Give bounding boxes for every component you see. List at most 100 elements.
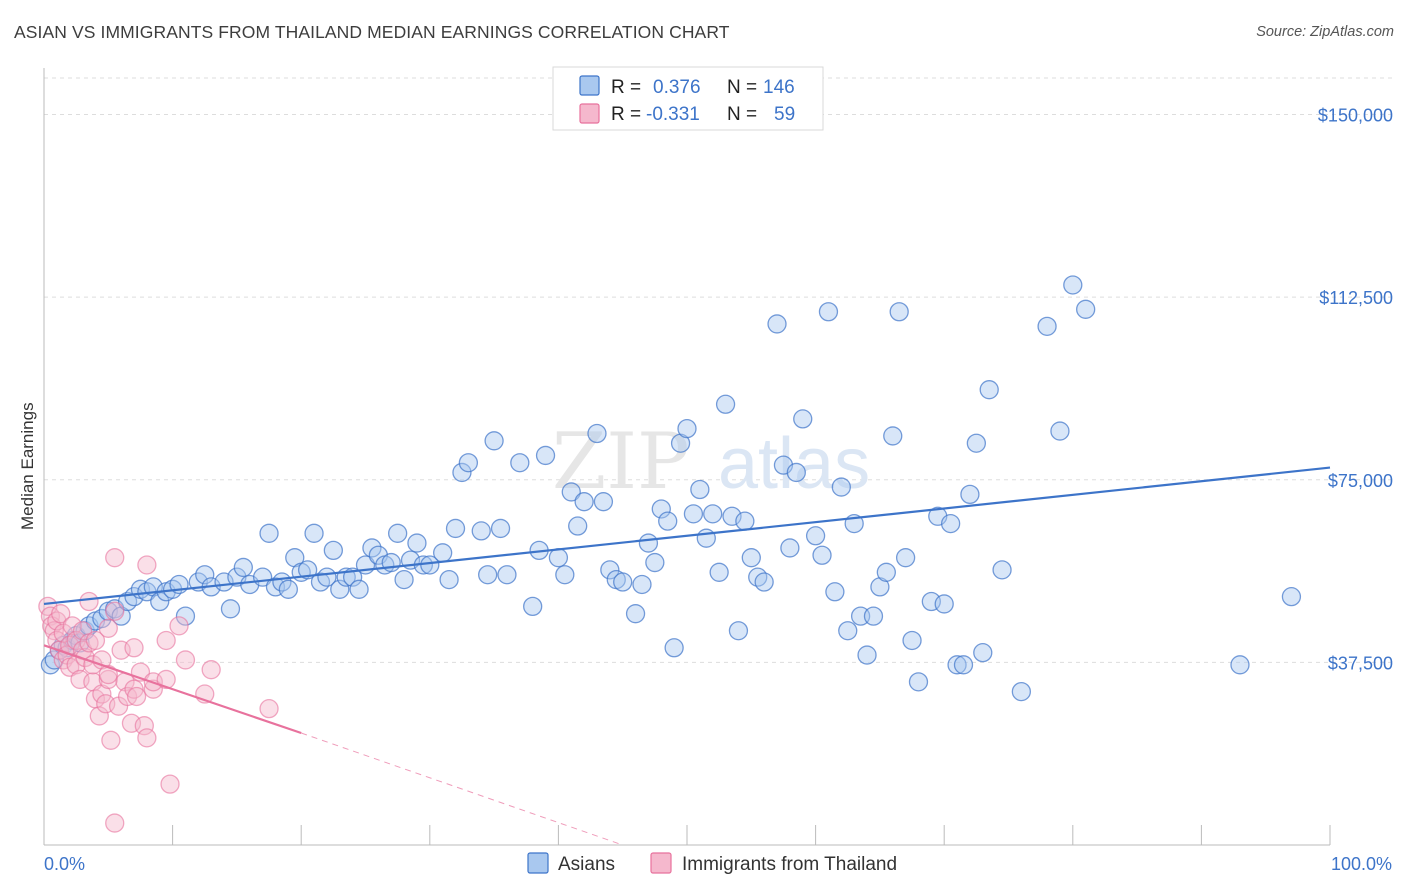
asians-point bbox=[818, 302, 839, 322]
asians-point bbox=[953, 655, 974, 675]
asians-point bbox=[1230, 655, 1250, 675]
legend-r-label-asians: R = bbox=[611, 77, 641, 98]
thailand-point bbox=[201, 660, 221, 680]
asians-point bbox=[767, 314, 787, 334]
thailand-point bbox=[137, 555, 157, 575]
asians-point bbox=[233, 557, 253, 578]
legend-n-label-thailand: N = bbox=[727, 104, 757, 125]
thailand-point bbox=[105, 548, 125, 568]
source-label: Source: ZipAtlas.com bbox=[1256, 24, 1394, 40]
asians-point bbox=[568, 516, 588, 536]
asians-point bbox=[709, 562, 729, 582]
x-tick-max: 100.0% bbox=[1331, 854, 1392, 874]
asians-point bbox=[632, 574, 652, 595]
asians-point bbox=[973, 642, 993, 663]
asians-point bbox=[805, 526, 826, 546]
x-tick-labels: 0.0% 100.0% bbox=[44, 854, 1392, 874]
asians-point bbox=[895, 548, 916, 568]
thailand-point bbox=[124, 679, 144, 699]
asians-point bbox=[593, 492, 614, 512]
asians-point bbox=[934, 594, 954, 614]
y-axis-label: Median Earnings bbox=[18, 402, 37, 530]
thailand-point bbox=[98, 618, 118, 638]
asians-point bbox=[838, 621, 858, 641]
thailand-point bbox=[156, 630, 176, 651]
thailand-trend-line bbox=[43, 644, 302, 735]
thailand-point bbox=[124, 638, 144, 658]
series-legend-asians: Asians bbox=[558, 854, 615, 875]
asians-point bbox=[786, 462, 806, 483]
thailand-point bbox=[98, 669, 118, 690]
asians-point bbox=[1063, 275, 1083, 295]
y-tick-label: $112,500 bbox=[1319, 288, 1393, 308]
asians-point bbox=[195, 565, 215, 585]
asians-point bbox=[979, 380, 999, 400]
asians-point bbox=[696, 528, 716, 548]
asians-point bbox=[587, 423, 607, 444]
series-legend-swatch-asians bbox=[527, 852, 549, 874]
asians-point bbox=[175, 606, 196, 626]
thailand-point bbox=[156, 669, 176, 690]
asians-point bbox=[992, 560, 1012, 580]
asians-point bbox=[741, 548, 761, 568]
asians-point bbox=[220, 599, 241, 619]
asians-point bbox=[574, 492, 594, 512]
asians-point bbox=[510, 453, 530, 473]
y-tick-label: $150,000 bbox=[1318, 106, 1393, 126]
asians-point bbox=[715, 394, 736, 414]
thailand-point bbox=[98, 664, 118, 685]
legend-n-value-thailand: 59 bbox=[774, 104, 795, 125]
asians-point bbox=[330, 579, 350, 599]
asians-point bbox=[1050, 421, 1070, 441]
asians-point bbox=[561, 482, 581, 502]
asians-point bbox=[458, 453, 479, 473]
asians-point bbox=[297, 560, 318, 580]
asians-point bbox=[754, 572, 774, 592]
asians-point bbox=[407, 533, 427, 553]
thailand-point bbox=[72, 621, 93, 641]
asians-point bbox=[490, 518, 511, 539]
asians-point bbox=[883, 426, 903, 446]
asians-point bbox=[349, 579, 369, 599]
asians-point bbox=[1281, 586, 1302, 607]
asians-point bbox=[439, 569, 459, 590]
legend-swatch-asians bbox=[579, 75, 600, 96]
thailand-point bbox=[259, 698, 279, 719]
legend-r-label-thailand: R = bbox=[611, 104, 641, 125]
thailand-point bbox=[62, 616, 82, 636]
thailand-point bbox=[105, 601, 125, 621]
asians-point bbox=[658, 511, 678, 531]
asians-point bbox=[625, 604, 646, 624]
thailand-point bbox=[175, 650, 196, 670]
asians-point bbox=[452, 462, 472, 483]
asians-point bbox=[947, 655, 967, 675]
thailand-point bbox=[160, 774, 180, 794]
asians-point bbox=[387, 523, 408, 543]
series-legend-thailand: Immigrants from Thailand bbox=[682, 854, 897, 875]
asians-point bbox=[555, 565, 575, 585]
asians-point bbox=[908, 672, 929, 692]
thailand-point bbox=[134, 716, 154, 736]
thailand-point bbox=[79, 591, 99, 612]
asians-point bbox=[600, 560, 620, 580]
asians-point bbox=[433, 543, 453, 563]
asians-point bbox=[523, 596, 543, 617]
x-tick-min: 0.0% bbox=[44, 854, 85, 874]
thailand-point bbox=[169, 616, 189, 636]
legend-r-value-thailand: -0.331 bbox=[646, 104, 700, 125]
asians-point bbox=[278, 579, 298, 599]
asians-point bbox=[677, 418, 697, 439]
asians-point bbox=[394, 569, 414, 590]
asians-point bbox=[1037, 316, 1057, 337]
asians-point bbox=[484, 431, 504, 451]
asians-point bbox=[304, 523, 324, 543]
asians-point bbox=[1076, 299, 1096, 319]
y-axis-label-group: Median Earnings bbox=[18, 402, 37, 530]
asians-point bbox=[362, 538, 382, 558]
asians-point bbox=[902, 630, 922, 651]
y-tick-label: $37,500 bbox=[1328, 653, 1393, 673]
asians-point bbox=[548, 548, 569, 568]
thailand-point bbox=[51, 604, 71, 624]
asians-point bbox=[960, 484, 980, 505]
